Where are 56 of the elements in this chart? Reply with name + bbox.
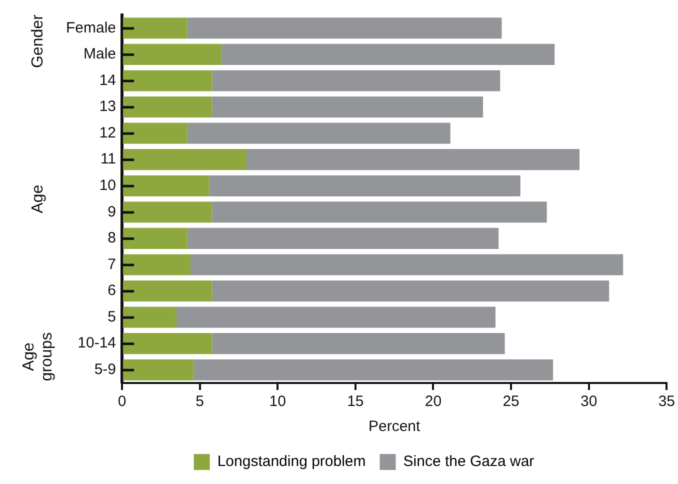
y-tick-label: 11	[100, 150, 116, 168]
bar	[123, 44, 222, 65]
bar	[123, 122, 188, 144]
bar	[176, 306, 496, 328]
x-tick-label: 15	[347, 393, 364, 410]
y-tick-label: 13	[99, 98, 116, 116]
bar	[246, 149, 580, 170]
bar	[209, 175, 520, 196]
x-tick-label: 35	[658, 393, 675, 410]
x-tick-label: 10	[269, 393, 286, 410]
bar	[212, 202, 547, 223]
x-tick-label: 20	[424, 393, 442, 410]
y-tick-label: 10	[99, 177, 116, 194]
bar	[123, 254, 190, 276]
y-tick-label: 6	[108, 282, 116, 300]
x-tick-label: 25	[502, 393, 520, 410]
y-tick-label: 5-9	[94, 361, 116, 378]
y-tick-label: 10-14	[78, 334, 116, 352]
bar	[123, 333, 212, 354]
y-tick-label: 8	[108, 230, 116, 247]
y-tick-label: 5	[108, 308, 116, 326]
y-tick-label: 9	[108, 203, 116, 220]
y-tick-label: 12	[99, 124, 116, 142]
text: Gender	[29, 14, 46, 68]
y-tick-label: Male	[84, 46, 116, 63]
bar	[212, 333, 505, 354]
x-axis-title: Percent	[368, 418, 422, 436]
x-tick-label: 30	[580, 393, 598, 410]
bar	[187, 228, 499, 249]
bar	[123, 70, 212, 92]
bar	[222, 44, 555, 65]
y-tick-label: Female	[66, 19, 116, 36]
bar	[194, 359, 554, 380]
bar	[187, 122, 450, 144]
bar	[123, 96, 212, 118]
bar	[212, 280, 610, 302]
bar	[212, 96, 484, 118]
x-tick-label: 0	[118, 393, 126, 410]
text: Age	[29, 184, 46, 214]
bar	[123, 202, 212, 223]
x-tick-label: 5	[196, 393, 204, 410]
bar	[212, 70, 500, 92]
bar	[123, 149, 247, 170]
bar	[123, 280, 212, 302]
bar	[123, 306, 176, 328]
bar	[123, 175, 210, 196]
bar	[187, 18, 502, 39]
bar	[123, 18, 188, 39]
y-tick-label: 7	[108, 256, 116, 273]
bar	[190, 254, 624, 276]
bar	[123, 228, 188, 249]
legend-label: Longstanding problem	[217, 453, 366, 470]
legend-label: Since the Gaza war	[403, 453, 534, 470]
text: Age groups	[20, 332, 56, 382]
y-tick-label: 14	[99, 72, 116, 89]
bar	[123, 359, 194, 380]
